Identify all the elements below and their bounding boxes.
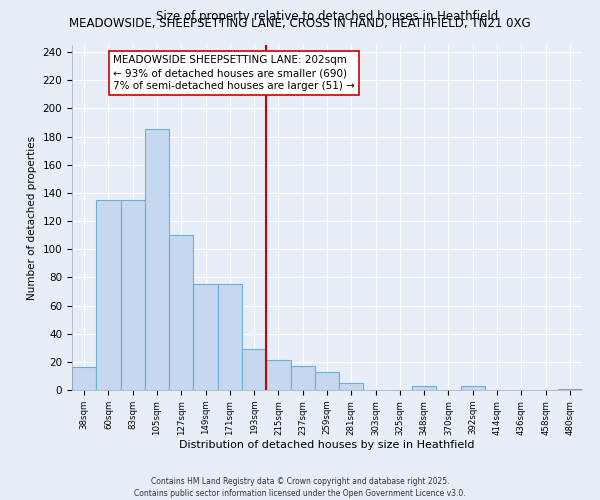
Bar xyxy=(145,130,169,390)
Title: Size of property relative to detached houses in Heathfield: Size of property relative to detached ho… xyxy=(156,10,498,23)
Bar xyxy=(290,366,315,390)
Bar xyxy=(412,386,436,390)
X-axis label: Distribution of detached houses by size in Heathfield: Distribution of detached houses by size … xyxy=(179,440,475,450)
Bar xyxy=(266,360,290,390)
Bar xyxy=(193,284,218,390)
Text: MEADOWSIDE SHEEPSETTING LANE: 202sqm
← 93% of detached houses are smaller (690)
: MEADOWSIDE SHEEPSETTING LANE: 202sqm ← 9… xyxy=(113,55,355,92)
Text: MEADOWSIDE, SHEEPSETTING LANE, CROSS IN HAND, HEATHFIELD, TN21 0XG: MEADOWSIDE, SHEEPSETTING LANE, CROSS IN … xyxy=(69,18,531,30)
Bar xyxy=(72,368,96,390)
Bar xyxy=(121,200,145,390)
Bar xyxy=(218,284,242,390)
Bar xyxy=(96,200,121,390)
Bar xyxy=(315,372,339,390)
Text: Contains HM Land Registry data © Crown copyright and database right 2025.
Contai: Contains HM Land Registry data © Crown c… xyxy=(134,476,466,498)
Bar xyxy=(242,349,266,390)
Bar xyxy=(339,383,364,390)
Bar xyxy=(461,386,485,390)
Y-axis label: Number of detached properties: Number of detached properties xyxy=(27,136,37,300)
Bar xyxy=(558,388,582,390)
Bar xyxy=(169,235,193,390)
